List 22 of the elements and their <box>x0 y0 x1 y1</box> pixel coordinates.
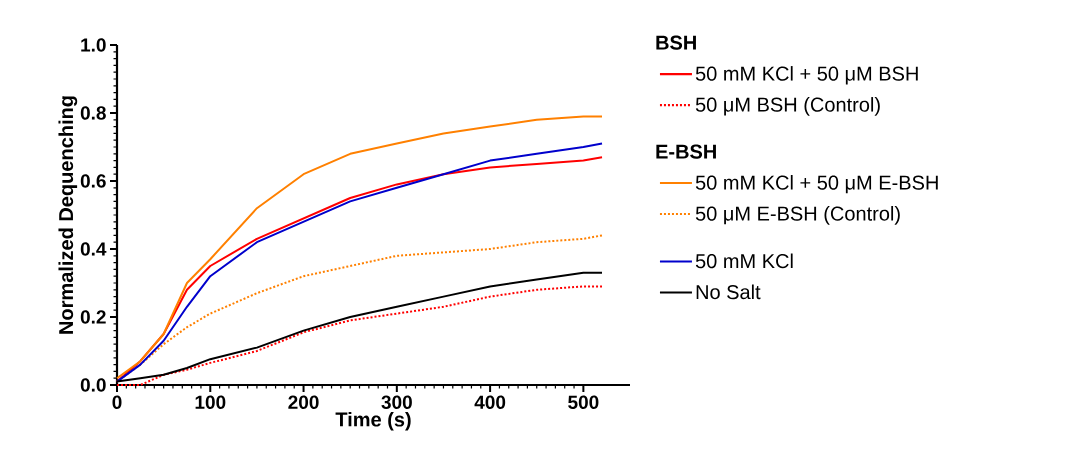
x-tick-label: 500 <box>568 395 599 409</box>
y-tick-label: 0.4 <box>80 242 107 256</box>
legend-label: 50 mM KCl + 50 μM E-BSH <box>695 175 938 194</box>
y-tick-label: 0.6 <box>80 174 106 188</box>
legend-label: 50 μM BSH (Control) <box>695 97 880 116</box>
text: BSH <box>656 35 696 50</box>
y-axis-title: Normalized Dequenching <box>58 96 78 334</box>
text: E-BSH <box>656 144 716 159</box>
legend-label: 50 mM KCl + 50 μM BSH <box>695 66 918 85</box>
y-tick-label: 0.0 <box>80 378 106 392</box>
x-tick-label: 0 <box>112 395 122 409</box>
legend-label: No Salt <box>696 284 761 300</box>
legend-label: 50 μM E-BSH (Control) <box>695 206 900 225</box>
y-tick-label: 0.8 <box>80 106 106 120</box>
x-axis-title: Time (s) <box>335 411 411 431</box>
x-tick-label: 200 <box>288 395 319 409</box>
x-tick-label: 400 <box>474 395 506 409</box>
y-tick-label: 0.2 <box>80 310 106 324</box>
x-tick-label: 300 <box>381 395 412 410</box>
y-tick-label: 1.0 <box>81 38 106 52</box>
legend-label: 50 mM KCl <box>695 253 793 269</box>
x-tick-label: 100 <box>195 395 226 409</box>
